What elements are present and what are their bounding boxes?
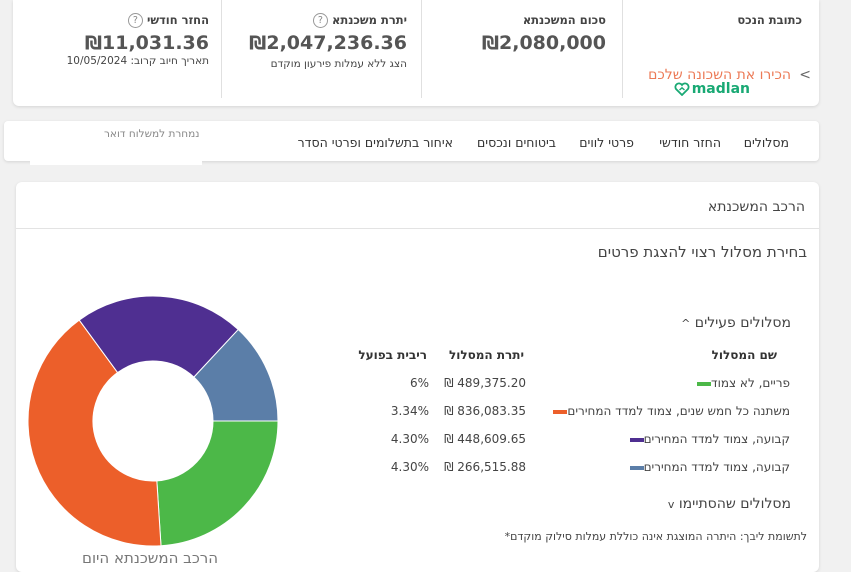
mortgage-balance-label: יתרת משכנתא bbox=[331, 13, 407, 27]
active-tracks-toggle[interactable]: ^ מסלולים פעילים bbox=[679, 315, 791, 331]
legend-swatch bbox=[697, 381, 712, 386]
track-row[interactable]: פריים, לא צמוד ₪ 489,375.20 6% bbox=[16, 376, 819, 400]
mortgage-composition-panel: הרכב המשכנתא בחירת מסלול רצוי להצגת פרטי… bbox=[16, 182, 819, 572]
balance-footnote: *לתשומת ליבך: היתרה המוצגת אינה כוללת עמ… bbox=[504, 530, 807, 543]
mortgage-total-column: סכום המשכנתא ₪2,080,000 bbox=[425, 0, 622, 98]
monthly-value: ₪11,031.36 bbox=[84, 32, 209, 54]
monthly-label-wrap: ? החזר חודשי bbox=[124, 13, 209, 28]
track-row[interactable]: משתנה כל חמש שנים, צמוד למדד המחירים ₪ 8… bbox=[16, 404, 819, 428]
mortgage-balance-column: ? יתרת משכנתא ₪2,047,236.36 הצג ללא עמלו… bbox=[211, 0, 421, 98]
track-rate: 4.30% bbox=[390, 460, 429, 474]
help-icon[interactable]: ? bbox=[312, 13, 328, 28]
heart-house-icon bbox=[674, 82, 690, 96]
column-header-rate: ריבית בפועל bbox=[358, 348, 427, 362]
donut-slice[interactable] bbox=[78, 296, 239, 378]
track-rate: 6% bbox=[409, 376, 429, 390]
column-header-balance: יתרת המסלול bbox=[448, 348, 524, 362]
monthly-label: החזר חודשי bbox=[146, 13, 209, 27]
panel-title: הרכב המשכנתא bbox=[707, 199, 805, 215]
chevron-left-icon[interactable]: < bbox=[799, 67, 811, 83]
mail-address-note: נמחרת למשלוח דואר bbox=[104, 128, 200, 140]
divider bbox=[421, 0, 422, 98]
tab-monthly-payment[interactable]: החזר חודשי bbox=[659, 135, 721, 150]
mortgage-total-value: ₪2,080,000 bbox=[481, 32, 606, 54]
track-rate: 3.34% bbox=[390, 404, 429, 418]
address-label: כתובת הנכס bbox=[737, 13, 802, 27]
chevron-down-icon: v bbox=[667, 498, 675, 511]
track-name: קבועה, צמוד למדד המחירים bbox=[643, 432, 790, 446]
track-balance: ₪ 836,083.35 bbox=[444, 404, 526, 418]
help-icon[interactable]: ? bbox=[127, 13, 143, 28]
composition-donut-chart bbox=[28, 296, 278, 546]
tab-insurance-assets[interactable]: ביטוחים ונכסים bbox=[477, 135, 556, 150]
show-without-fees-link[interactable]: הצג ללא עמלות פירעון מוקדם bbox=[270, 58, 407, 70]
select-track-hint: בחירת מסלול רצוי להצגת פרטים bbox=[597, 243, 807, 261]
closed-tracks-toggle[interactable]: v מסלולים שהסתיימו bbox=[666, 496, 791, 512]
donut-slice[interactable] bbox=[156, 420, 278, 546]
track-name-wrap: פריים, לא צמוד bbox=[691, 376, 790, 390]
track-row[interactable]: קבועה, צמוד למדד המחירים ₪ 448,609.65 4.… bbox=[16, 432, 819, 456]
tab-tracks[interactable]: מסלולים bbox=[743, 135, 789, 150]
divider bbox=[16, 228, 819, 229]
divider bbox=[622, 0, 623, 98]
mortgage-balance-value: ₪2,047,236.36 bbox=[249, 32, 407, 54]
track-name-wrap: משתנה כל חמש שנים, צמוד למדד המחירים bbox=[547, 404, 790, 418]
active-tracks-label: מסלולים פעילים bbox=[694, 315, 791, 331]
summary-card: כתובת הנכס < הכירו את השכונה שלכם madlan… bbox=[13, 0, 819, 106]
closed-tracks-label: מסלולים שהסתיימו bbox=[678, 496, 791, 512]
legend-swatch bbox=[629, 437, 644, 442]
legend-swatch bbox=[629, 465, 644, 470]
address-column: כתובת הנכס < הכירו את השכונה שלכם madlan bbox=[623, 0, 819, 98]
chart-caption: הרכב המשכנתא היום bbox=[82, 549, 219, 567]
track-balance: ₪ 489,375.20 bbox=[444, 376, 526, 390]
monthly-column: ? החזר חודשי ₪11,031.36 תאריך חיוב קרוב:… bbox=[13, 0, 221, 98]
madlan-logo[interactable]: madlan bbox=[674, 81, 750, 97]
mortgage-balance-label-wrap: ? יתרת משכנתא bbox=[309, 13, 407, 28]
next-charge-date: תאריך חיוב קרוב: 10/05/2024 bbox=[66, 55, 209, 67]
track-name-wrap: קבועה, צמוד למדד המחירים bbox=[624, 460, 790, 474]
tabs-bar: מסלולים החזר חודשי פרטי לווים ביטוחים ונ… bbox=[4, 121, 819, 165]
donut-slice[interactable] bbox=[193, 328, 278, 422]
track-row[interactable]: קבועה, צמוד למדד המחירים ₪ 266,515.88 4.… bbox=[16, 460, 819, 484]
track-name: משתנה כל חמש שנים, צמוד למדד המחירים bbox=[567, 404, 790, 418]
track-name: קבועה, צמוד למדד המחירים bbox=[643, 460, 790, 474]
donut-slice[interactable] bbox=[28, 319, 162, 546]
mortgage-total-label: סכום המשכנתא bbox=[522, 13, 606, 27]
column-header-name: שם המסלול bbox=[711, 348, 777, 362]
divider bbox=[221, 0, 222, 98]
chevron-up-icon: ^ bbox=[681, 317, 691, 330]
madlan-logo-text: madlan bbox=[691, 81, 750, 97]
track-name: פריים, לא צמוד bbox=[711, 376, 790, 390]
tab-late-payments[interactable]: איחור בתשלומים ופרטי הסדר bbox=[297, 135, 453, 150]
tab-borrowers[interactable]: פרטי לווים bbox=[579, 135, 634, 150]
track-rate: 4.30% bbox=[390, 432, 429, 446]
track-balance: ₪ 266,515.88 bbox=[444, 460, 526, 474]
mail-address-box bbox=[30, 143, 202, 165]
track-balance: ₪ 448,609.65 bbox=[444, 432, 526, 446]
legend-swatch bbox=[553, 409, 568, 414]
neighborhood-link[interactable]: הכירו את השכונה שלכם bbox=[648, 67, 791, 83]
track-name-wrap: קבועה, צמוד למדד המחירים bbox=[624, 432, 790, 446]
